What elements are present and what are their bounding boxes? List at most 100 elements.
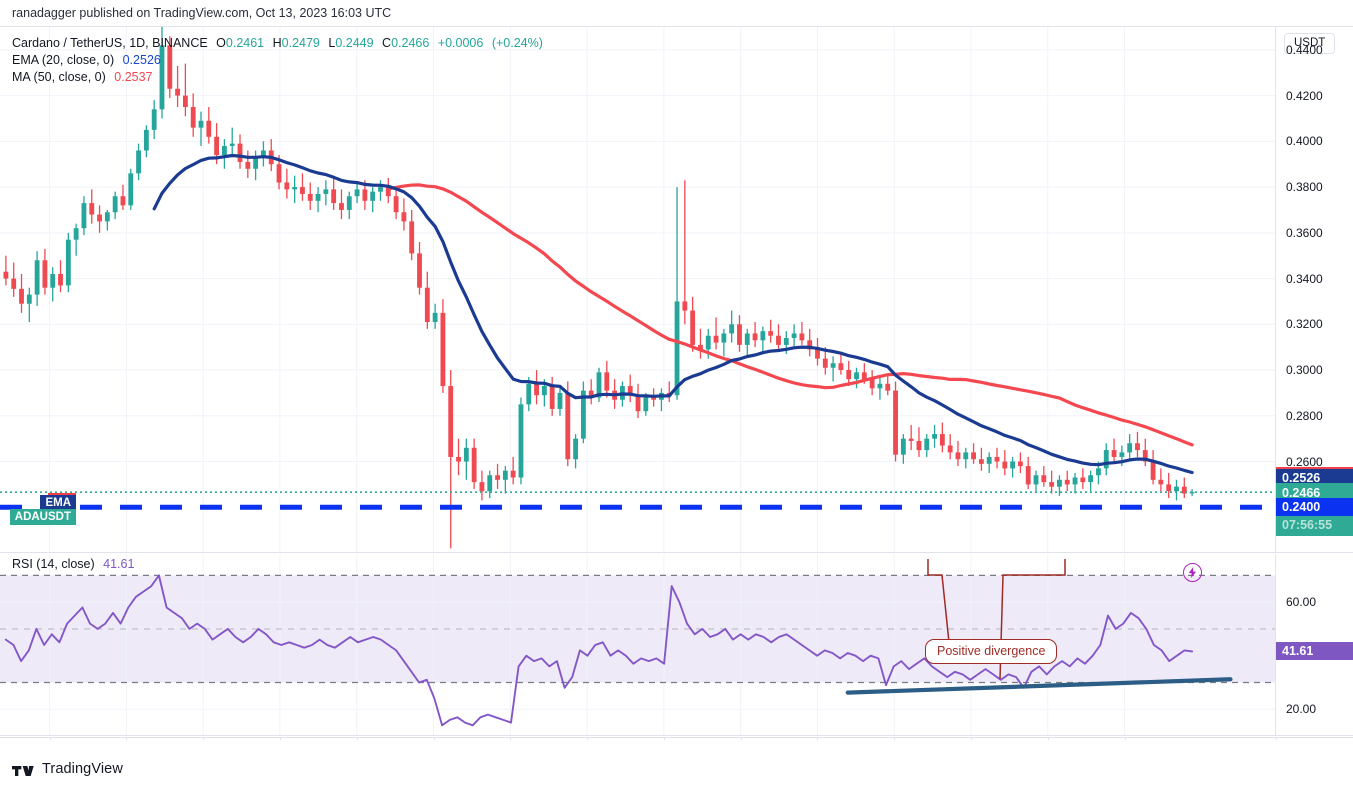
rsi-trendline[interactable] [845,677,1233,695]
candle-body [440,312,446,387]
time-axis-tickmark [49,737,51,742]
time-axis-tickmark [126,737,128,742]
candle-body [908,438,914,441]
candle-body [276,164,282,183]
divergence-arm-right [999,559,1066,680]
price-axis-tick: 0.3600 [1286,225,1323,240]
candle-body [674,301,680,396]
candle-body [900,438,906,455]
price-axis-tick: 0.3200 [1286,317,1323,332]
divergence-arm-left [927,559,951,653]
candle-body [339,203,344,210]
ma50-line [386,183,1194,447]
candle-body [713,335,719,343]
candle-body [978,459,984,464]
lightning-bolt-icon[interactable] [1183,563,1202,582]
candle-body [253,157,259,169]
time-axis-tickmark [203,737,205,742]
candle-body [744,333,750,345]
candle-body [963,452,969,460]
candle-body [362,189,368,201]
rsi-pane[interactable] [0,554,1276,736]
candle-body [1017,461,1023,467]
candle-body [518,404,524,478]
candle-body [541,386,547,396]
time-axis-tickmark [971,737,973,742]
candle-body [307,193,313,201]
candle-body [830,363,836,368]
candle-body [112,196,118,213]
ema-axis-tag: EMA [40,495,76,512]
candle-body [1150,461,1156,480]
time-axis-tickmark [740,737,742,742]
candle-body [807,340,813,350]
positive-divergence-annotation[interactable]: Positive divergence [925,639,1058,664]
candle-body [893,390,898,455]
candle-body [838,363,844,371]
candle-body [3,271,9,279]
candle-body [994,456,1000,462]
time-axis-tickmark [279,737,281,742]
candle-body [73,228,79,240]
price-unit-pill[interactable]: USDT [1284,33,1336,54]
candle-body [58,273,63,286]
candle-body [237,143,243,162]
candle-body [939,434,945,446]
candle-body [261,150,266,158]
candle-body [635,395,641,412]
candle-body [167,45,173,89]
tradingview-brand-text: TradingView [42,761,123,777]
candle-body [861,372,867,380]
publish-info-bar: ranadagger published on TradingView.com,… [0,0,1353,26]
candle-body [549,386,555,409]
candle-body [97,214,102,222]
candle-body [206,120,212,137]
candle-body [986,456,992,464]
tradingview-logo-icon [12,766,34,776]
candle-body [791,333,797,339]
candle-body [1002,461,1008,469]
candle-body [799,333,805,341]
candle-body [393,196,399,213]
candle-body [932,434,937,439]
candle-body [1103,450,1109,469]
candle-body [760,331,766,341]
candle-body [596,372,602,398]
candle-body [1033,475,1039,485]
support-level-badge[interactable]: 0.2400 [1276,498,1353,517]
candle-body [34,260,40,295]
candle-body [815,349,820,359]
candle-body [432,312,438,323]
candle-body [651,397,657,400]
price-axis[interactable]: USDT 0.4400 0.4200 0.4000 0.3800 0.3600 0.340… [9,27,1353,553]
symbol-axis-tag: ADAUSDT [9,509,76,526]
price-pane[interactable] [0,27,1276,553]
candle-body [1088,475,1094,483]
candle-body [643,397,649,412]
candle-body [479,482,485,492]
candle-body [1119,452,1125,457]
candle-body [315,193,321,201]
candle-body [378,187,383,192]
candle-body [955,452,961,460]
candle-body [580,390,586,439]
time-axis-tickmark [587,737,589,742]
candle-body [737,324,742,345]
publish-info-text: ranadagger published on TradingView.com,… [12,6,392,20]
divergence-pointer [927,559,1066,680]
candle-body [1072,477,1078,485]
candle-body [292,187,298,190]
candle-body [456,456,461,462]
rsi-axis-tick: 60.00 [1286,595,1317,610]
candle-body [354,189,360,197]
candle-body [42,260,48,288]
candle-body [175,88,181,96]
last-price-value: 0.2466 [1282,486,1321,501]
price-axis-tick: 0.3000 [1286,363,1323,378]
time-axis-tickmark [894,737,896,742]
candle-body [1111,450,1117,457]
candle-body [877,383,883,389]
time-axis-tickmark [1047,737,1049,742]
